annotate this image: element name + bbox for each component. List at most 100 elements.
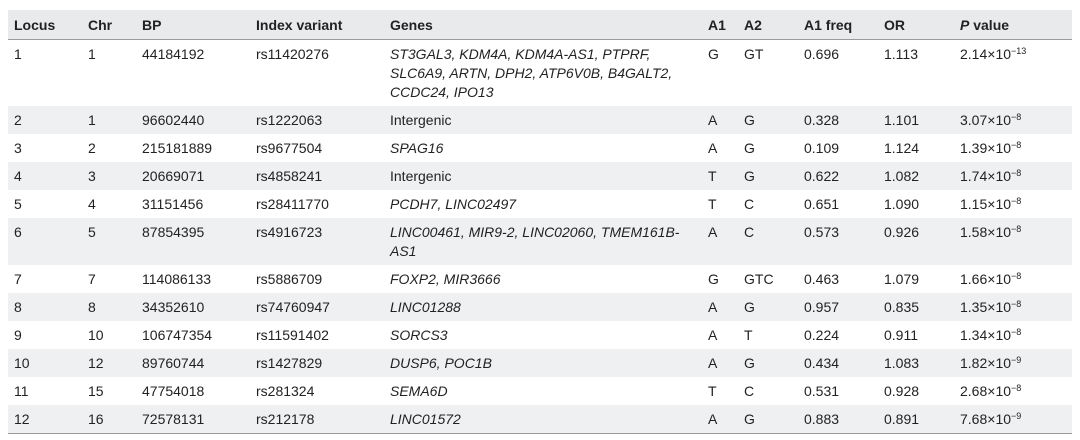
loci-table: Locus Chr BP Index variant Genes A1 A2 A… — [8, 10, 1072, 434]
cell-genes: ST3GAL3, KDM4A, KDM4A-AS1, PTPRF, SLC6A9… — [390, 46, 673, 100]
times-symbol: × — [987, 327, 996, 343]
cell-or: 1.083 — [878, 349, 954, 377]
p-exponent: −8 — [1011, 196, 1022, 206]
header-row: Locus Chr BP Index variant Genes A1 A2 A… — [8, 10, 1072, 40]
cell-a2: T — [744, 327, 753, 343]
p-mantissa: 1.74 — [960, 168, 988, 184]
p-exponent: −8 — [1011, 140, 1022, 150]
cell-p-value: 1.74×10−8 — [954, 162, 1072, 190]
cell-p-value: 1.66×10−8 — [954, 265, 1072, 293]
table-header: Locus Chr BP Index variant Genes A1 A2 A… — [8, 10, 1072, 40]
p-base: 10 — [995, 112, 1012, 128]
times-symbol: × — [987, 196, 996, 212]
cell-a1: A — [708, 327, 718, 343]
cell-a1: A — [702, 293, 738, 321]
cell-index-variant: rs9677504 — [256, 140, 323, 156]
cell-a1-freq: 0.531 — [804, 383, 840, 399]
p-exponent: −8 — [1011, 112, 1022, 122]
cell-p-value: 1.39×10−8 — [954, 134, 1072, 162]
cell-genes: Intergenic — [384, 106, 702, 134]
cell-a1-freq: 0.957 — [798, 293, 878, 321]
table-row: 3 2 215181889 rs9677504 SPAG16 A G 0.109 1.124 1.… — [8, 134, 1072, 162]
cell-genes: FOXP2, MIR3666 — [390, 271, 501, 287]
times-symbol: × — [987, 168, 996, 184]
cell-p-value: 2.68×10−8 — [954, 377, 1072, 405]
times-symbol: × — [987, 355, 996, 371]
cell-a2: G — [738, 162, 798, 190]
table-row: 8 8 34352610 rs74760947 LINC01288 A G 0.957 0.83… — [8, 293, 1072, 321]
cell-bp: 72578131 — [136, 405, 250, 434]
cell-locus: 8 — [8, 293, 82, 321]
cell-chr: 7 — [88, 271, 96, 287]
cell-index-variant: rs11591402 — [256, 327, 329, 343]
times-symbol: × — [987, 140, 996, 156]
p-exponent: −8 — [1011, 168, 1022, 178]
header-index-variant: Index variant — [250, 10, 384, 40]
cell-bp: 96602440 — [136, 106, 250, 134]
p-base: 10 — [995, 271, 1012, 287]
header-p-letter: P — [960, 17, 970, 33]
cell-a1: T — [708, 196, 717, 212]
cell-genes: DUSP6, POC1B — [384, 349, 702, 377]
p-base: 10 — [995, 355, 1012, 371]
cell-locus: 5 — [14, 196, 22, 212]
cell-chr: 15 — [88, 383, 104, 399]
cell-a2: GTC — [744, 271, 774, 287]
cell-a1-freq: 0.434 — [798, 349, 878, 377]
p-exponent: −8 — [1011, 271, 1022, 281]
header-bp: BP — [136, 10, 250, 40]
cell-a2: G — [738, 405, 798, 434]
header-a2: A2 — [738, 10, 798, 40]
cell-a2: GT — [744, 46, 764, 62]
cell-p-value: 3.07×10−8 — [954, 106, 1072, 134]
cell-index-variant: rs1427829 — [250, 349, 384, 377]
cell-or: 0.928 — [884, 383, 920, 399]
cell-a1-freq: 0.463 — [804, 271, 840, 287]
p-base: 10 — [995, 196, 1012, 212]
cell-bp: 87854395 — [136, 218, 250, 265]
p-exponent: −8 — [1011, 224, 1022, 234]
table-row: 12 16 72578131 rs212178 LINC01572 A G 0.883 0.89… — [8, 405, 1072, 434]
p-mantissa: 2.68 — [960, 383, 988, 399]
header-a1-freq: A1 freq — [798, 10, 878, 40]
cell-chr: 2 — [88, 140, 96, 156]
cell-a2: C — [738, 218, 798, 265]
table-body: 1 1 44184192 rs11420276 ST3GAL3, KDM4A, KDM4… — [8, 40, 1072, 434]
header-chr: Chr — [82, 10, 136, 40]
cell-or: 1.113 — [884, 46, 918, 62]
p-mantissa: 1.35 — [960, 299, 988, 315]
cell-a1-freq: 0.696 — [804, 46, 840, 62]
cell-genes: LINC01288 — [384, 293, 702, 321]
cell-locus: 4 — [8, 162, 82, 190]
cell-locus: 7 — [14, 271, 22, 287]
cell-chr: 1 — [88, 46, 96, 62]
cell-bp: 31151456 — [142, 196, 204, 212]
p-exponent: −8 — [1011, 327, 1022, 337]
cell-or: 0.926 — [878, 218, 954, 265]
cell-bp: 47754018 — [142, 383, 205, 399]
cell-or: 1.082 — [878, 162, 954, 190]
cell-a1: A — [702, 349, 738, 377]
times-symbol: × — [987, 411, 996, 427]
cell-a1: A — [708, 140, 718, 156]
cell-p-value: 7.68×10−9 — [954, 405, 1072, 434]
cell-genes: SORCS3 — [390, 327, 448, 343]
p-mantissa: 7.68 — [960, 411, 988, 427]
cell-bp: 106747354 — [142, 327, 213, 343]
cell-a1-freq: 0.651 — [804, 196, 840, 212]
cell-p-value: 1.34×10−8 — [954, 321, 1072, 349]
cell-genes: SEMA6D — [390, 383, 448, 399]
cell-a2: G — [738, 293, 798, 321]
cell-chr: 5 — [82, 218, 136, 265]
cell-index-variant: rs5886709 — [256, 271, 323, 287]
cell-locus: 9 — [14, 327, 22, 343]
p-base: 10 — [995, 299, 1012, 315]
cell-genes: SPAG16 — [390, 140, 444, 156]
cell-chr: 16 — [82, 405, 136, 434]
table-row: 6 5 87854395 rs4916723 LINC00461, MIR9-2, LI… — [8, 218, 1072, 265]
p-mantissa: 1.82 — [960, 355, 988, 371]
times-symbol: × — [987, 224, 996, 240]
header-locus: Locus — [8, 10, 82, 40]
cell-chr: 1 — [82, 106, 136, 134]
cell-or: 1.079 — [884, 271, 920, 287]
